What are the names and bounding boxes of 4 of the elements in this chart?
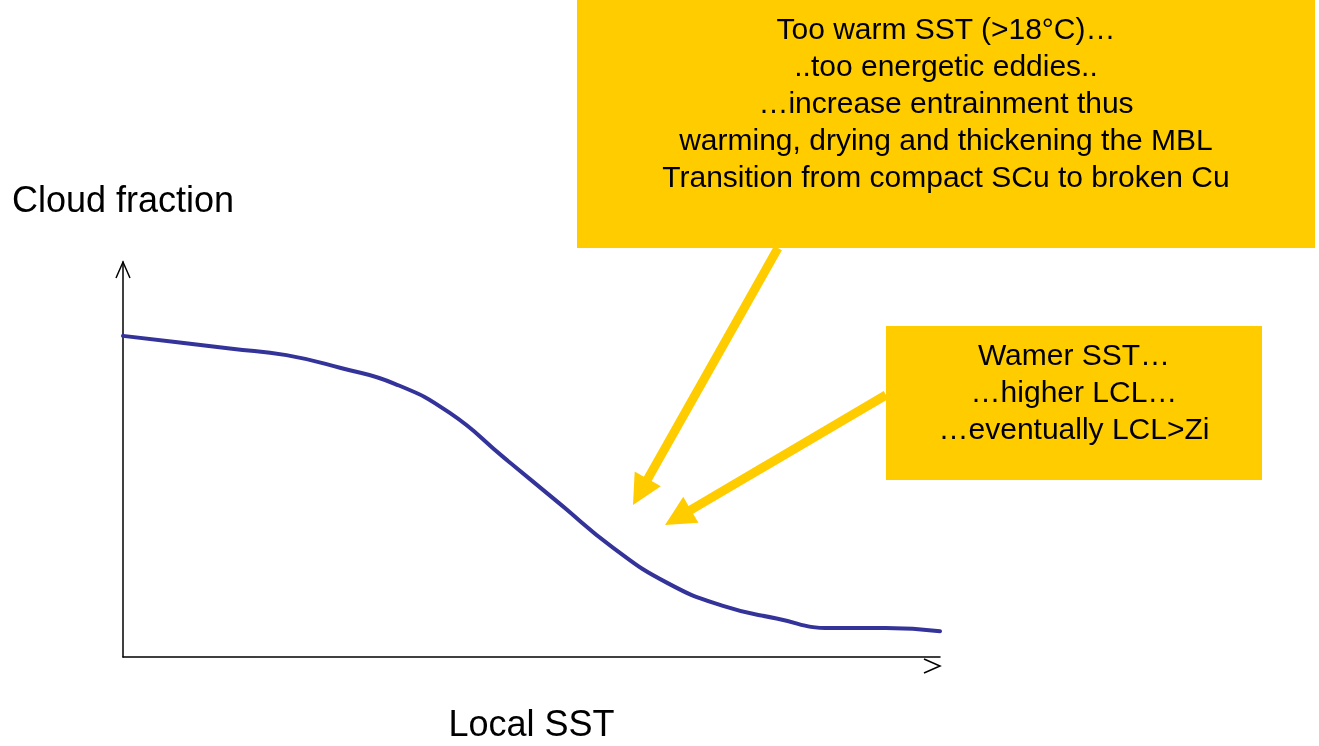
- y-axis-title: Cloud fraction: [12, 178, 235, 220]
- callout-box: Wamer SST… …higher LCL… …eventually LCL>Zi: [886, 326, 1262, 480]
- callout-box: Too warm SST (>18°C)… ..too energetic eddies.. …increase entrainment thus warming, drying and thickening the MBL Transition from compact SCu to broken Cu: [577, 0, 1315, 248]
- x-axis-title: Local SST: [448, 702, 615, 744]
